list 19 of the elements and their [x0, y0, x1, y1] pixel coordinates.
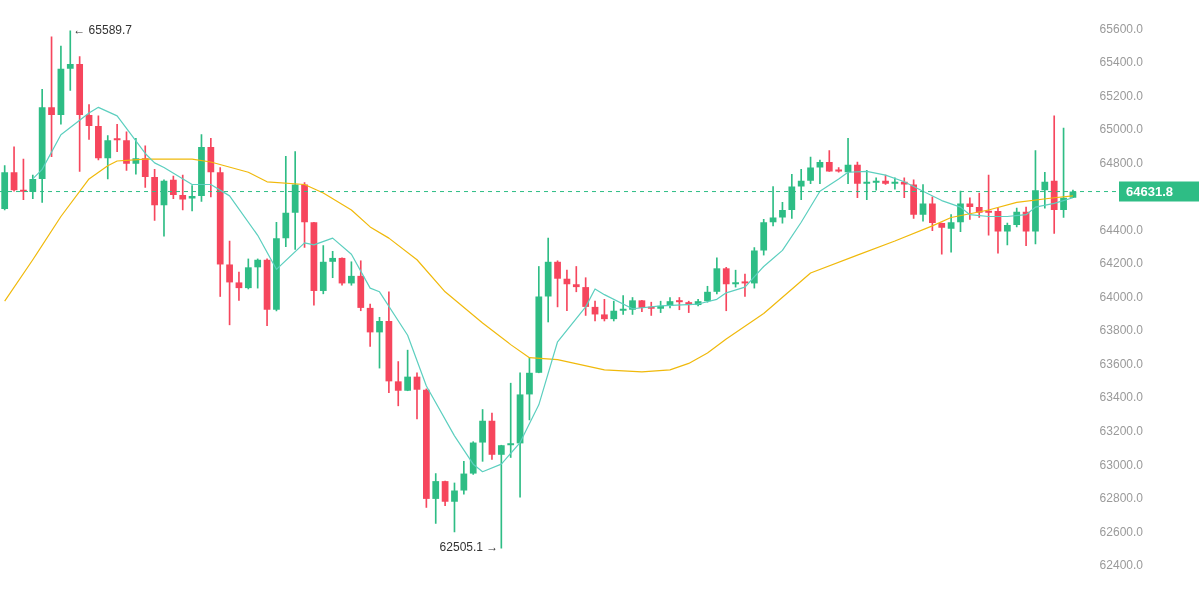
annotation: 62505.1 →: [439, 540, 499, 555]
y-tick-label: 63800.0: [1099, 323, 1144, 338]
y-tick-label: 63200.0: [1099, 423, 1144, 438]
y-tick-label: 64800.0: [1099, 155, 1144, 170]
ref-line-label: 64631.8: [1126, 184, 1173, 200]
y-tick-label: 62600.0: [1099, 524, 1144, 539]
y-tick-label: 64000.0: [1099, 289, 1144, 304]
y-tick-label: 62800.0: [1099, 491, 1144, 506]
y-tick-label: 65400.0: [1099, 55, 1144, 70]
y-tick-label: 63000.0: [1099, 457, 1144, 472]
y-tick-label: 63400.0: [1099, 390, 1144, 405]
y-tick-label: 62400.0: [1099, 558, 1144, 573]
y-tick-label: 64200.0: [1099, 256, 1144, 271]
annotation: ← 65589.7: [73, 23, 133, 38]
y-tick-label: 65000.0: [1099, 122, 1144, 137]
y-tick-label: 65600.0: [1099, 21, 1144, 36]
y-tick-label: 64400.0: [1099, 222, 1144, 237]
y-tick-label: 65200.0: [1099, 88, 1144, 103]
y-tick-label: 63600.0: [1099, 356, 1144, 371]
